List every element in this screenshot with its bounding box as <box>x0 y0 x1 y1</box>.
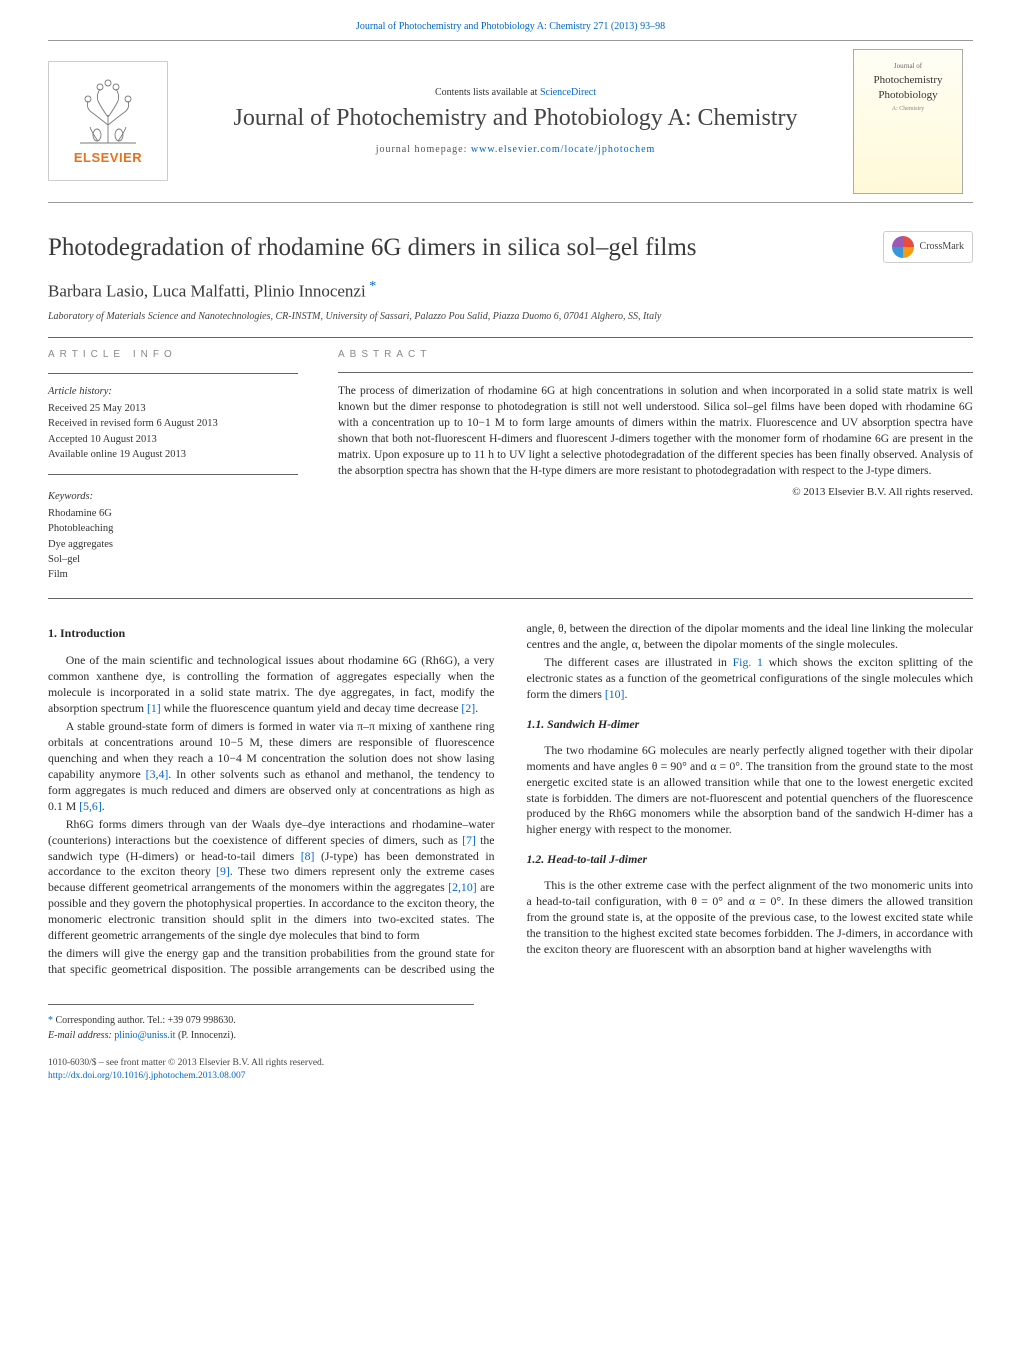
sciencedirect-link[interactable]: ScienceDirect <box>540 87 596 98</box>
abstract-head: ABSTRACT <box>338 348 973 362</box>
cover-subtext: A: Chemistry <box>892 105 925 113</box>
abstract-block: ABSTRACT The process of dimerization of … <box>338 348 973 582</box>
keywords-head: Keywords: <box>48 489 298 504</box>
email-link[interactable]: plinio@uniss.it <box>114 1030 175 1041</box>
contents-line: Contents lists available at ScienceDirec… <box>190 86 841 100</box>
separator-kw <box>48 474 298 475</box>
section-1-head: 1. Introduction <box>48 625 495 641</box>
journal-cover-thumb: Journal of Photochemistry Photobiology A… <box>853 49 963 194</box>
body-p2: A stable ground-state form of dimers is … <box>48 719 495 815</box>
journal-header: ELSEVIER Contents lists available at Sci… <box>48 40 973 203</box>
elsevier-logo: ELSEVIER <box>48 61 168 181</box>
affiliation: Laboratory of Materials Science and Nano… <box>48 310 973 324</box>
cover-smalltext: Journal of <box>894 62 922 71</box>
ref-fig1[interactable]: Fig. 1 <box>733 655 763 669</box>
top-citation: Journal of Photochemistry and Photobiolo… <box>48 20 973 34</box>
p5c: . <box>624 687 627 701</box>
elsevier-wordmark: ELSEVIER <box>74 149 142 167</box>
kw-1: Rhodamine 6G <box>48 506 298 521</box>
ref-210[interactable]: [2,10] <box>448 880 477 894</box>
separator-bottom <box>48 598 973 599</box>
ref-10[interactable]: [10] <box>605 687 625 701</box>
corr-text: Corresponding author. Tel.: +39 079 9986… <box>56 1015 236 1026</box>
email-who: (P. Innocenzi). <box>175 1030 236 1041</box>
ref-2[interactable]: [2] <box>461 701 475 715</box>
crossmark-icon <box>892 236 914 258</box>
ref-34[interactable]: [3,4] <box>146 767 169 781</box>
footnote-star-icon: * <box>48 1015 56 1026</box>
history-online: Available online 19 August 2013 <box>48 447 298 462</box>
history-head: Article history: <box>48 384 298 399</box>
history-accepted: Accepted 10 August 2013 <box>48 432 298 447</box>
ref-8[interactable]: [8] <box>301 849 315 863</box>
article-body: 1. Introduction One of the main scientif… <box>48 621 973 978</box>
p3a: Rh6G forms dimers through van der Waals … <box>48 817 495 847</box>
section-1-1-head: 1.1. Sandwich H-dimer <box>527 717 974 733</box>
ref-9[interactable]: [9] <box>216 864 230 878</box>
info-abstract-row: ARTICLE INFO Article history: Received 2… <box>48 348 973 582</box>
kw-5: Film <box>48 567 298 582</box>
abstract-text: The process of dimerization of rhodamine… <box>338 383 973 480</box>
authors-text: Barbara Lasio, Luca Malfatti, Plinio Inn… <box>48 282 366 301</box>
doi-link[interactable]: http://dx.doi.org/10.1016/j.jphotochem.2… <box>48 1071 245 1081</box>
history-revised: Received in revised form 6 August 2013 <box>48 416 298 431</box>
front-matter-line: 1010-6030/$ – see front matter © 2013 El… <box>48 1057 973 1070</box>
elsevier-tree-icon <box>68 75 148 145</box>
cover-word2: Photobiology <box>878 88 937 103</box>
body-p6: The two rhodamine 6G molecules are nearl… <box>527 743 974 839</box>
title-row: Photodegradation of rhodamine 6G dimers … <box>48 231 973 265</box>
kw-4: Sol–gel <box>48 552 298 567</box>
crossmark-badge[interactable]: CrossMark <box>883 231 973 263</box>
header-center: Contents lists available at ScienceDirec… <box>190 86 841 157</box>
email-label: E-mail address: <box>48 1030 114 1041</box>
section-1-2-head: 1.2. Head-to-tail J-dimer <box>527 852 974 868</box>
top-citation-link[interactable]: Journal of Photochemistry and Photobiolo… <box>356 21 665 32</box>
body-p3: Rh6G forms dimers through van der Waals … <box>48 817 495 944</box>
body-p1: One of the main scientific and technolog… <box>48 653 495 717</box>
journal-home-label: journal homepage: <box>376 144 471 155</box>
journal-title: Journal of Photochemistry and Photobiolo… <box>190 105 841 133</box>
history-received: Received 25 May 2013 <box>48 401 298 416</box>
kw-3: Dye aggregates <box>48 537 298 552</box>
article-info-block: ARTICLE INFO Article history: Received 2… <box>48 348 298 582</box>
separator-abs <box>338 372 973 373</box>
body-p7: This is the other extreme case with the … <box>527 878 974 958</box>
kw-2: Photobleaching <box>48 521 298 536</box>
bottom-meta: 1010-6030/$ – see front matter © 2013 El… <box>48 1057 973 1083</box>
cover-word1: Photochemistry <box>873 73 942 88</box>
article-info-head: ARTICLE INFO <box>48 348 298 363</box>
email-footnote: E-mail address: plinio@uniss.it (P. Inno… <box>48 1028 474 1043</box>
ref-1[interactable]: [1] <box>147 701 161 715</box>
corresponding-star[interactable]: * <box>366 279 377 294</box>
crossmark-label: CrossMark <box>920 240 964 254</box>
author-list: Barbara Lasio, Luca Malfatti, Plinio Inn… <box>48 278 973 304</box>
journal-home-link[interactable]: www.elsevier.com/locate/jphotochem <box>471 144 655 155</box>
abstract-copyright: © 2013 Elsevier B.V. All rights reserved… <box>338 485 973 500</box>
contents-at-text: Contents lists available at <box>435 87 540 98</box>
p1b: while the fluorescence quantum yield and… <box>161 701 462 715</box>
footnotes: * Corresponding author. Tel.: +39 079 99… <box>48 1004 474 1043</box>
ref-56[interactable]: [5,6] <box>79 799 102 813</box>
separator-top <box>48 337 973 338</box>
p1c: . <box>475 701 478 715</box>
p2c: . <box>102 799 105 813</box>
article-title: Photodegradation of rhodamine 6G dimers … <box>48 231 697 265</box>
corresponding-footnote: * Corresponding author. Tel.: +39 079 99… <box>48 1013 474 1028</box>
doi-line: http://dx.doi.org/10.1016/j.jphotochem.2… <box>48 1070 973 1083</box>
separator-ai <box>48 373 298 374</box>
journal-homepage: journal homepage: www.elsevier.com/locat… <box>190 143 841 157</box>
ref-7[interactable]: [7] <box>462 833 476 847</box>
body-p5: The different cases are illustrated in F… <box>527 655 974 703</box>
p5a: The different cases are illustrated in <box>544 655 732 669</box>
